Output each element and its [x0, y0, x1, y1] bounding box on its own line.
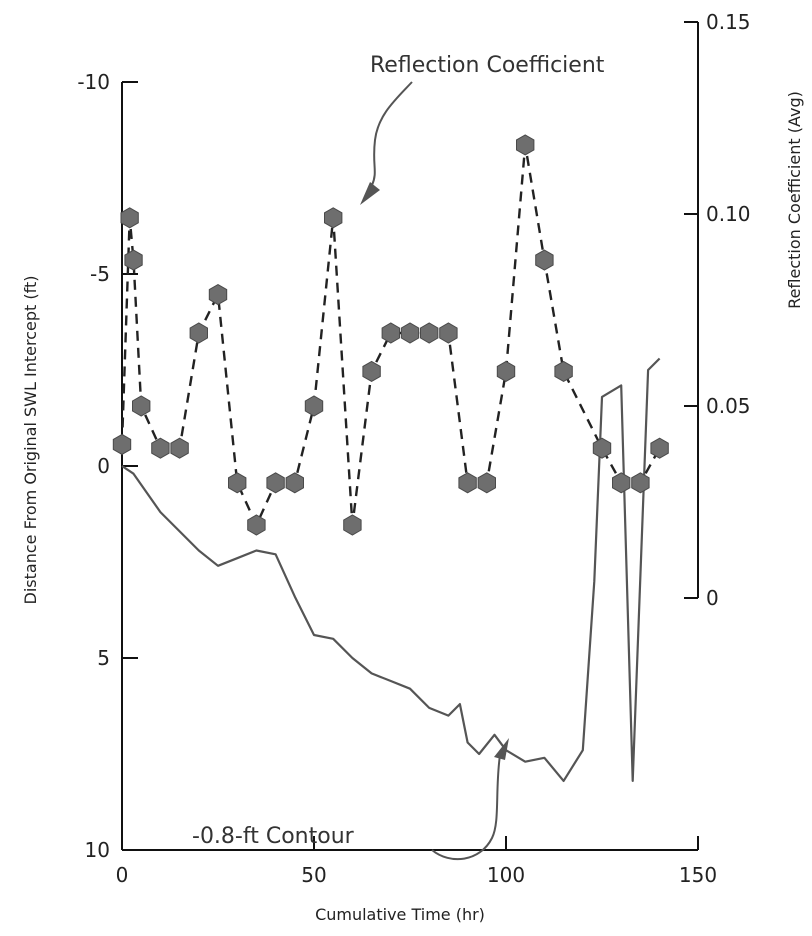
left-y-tick-label: -10 [77, 70, 110, 94]
left-y-axis-title: Distance From Original SWL Intercept (ft… [21, 276, 40, 605]
right-y-tick-label: 0 [706, 586, 719, 610]
contour-arrowhead [494, 738, 509, 760]
reflection-arrowhead [360, 182, 380, 205]
contour-annotation-arrow [431, 754, 501, 861]
tick-labels: 0 50 100 150 -10 -5 0 5 10 0.15 0.10 0.05 0 [77, 10, 750, 887]
x-tick-label: 150 [679, 863, 717, 887]
left-y-tick-label: 10 [85, 838, 110, 862]
reflection-point [151, 437, 170, 459]
reflection-point [554, 360, 573, 382]
reflection-point [266, 472, 285, 494]
reflection-point [208, 284, 228, 306]
reflection-point [343, 514, 362, 536]
reflection-point [112, 433, 132, 455]
reflection-point [120, 207, 139, 229]
reflection-point [477, 472, 496, 494]
reflection-point [247, 514, 266, 536]
reflection-point [516, 134, 535, 156]
reflection-point [362, 360, 381, 382]
reflection-point [592, 437, 612, 459]
series-layer [112, 134, 669, 783]
left-y-tick-label: -5 [90, 262, 110, 286]
reflection-point [170, 437, 189, 459]
reflection-point [324, 207, 343, 229]
x-tick-label: 50 [301, 863, 326, 887]
reflection-point [400, 322, 420, 344]
reflection-point [631, 472, 650, 494]
reflection-point [381, 322, 400, 344]
reflection-point [650, 437, 669, 459]
left-y-tick-label: 0 [97, 454, 110, 478]
reflection-point [496, 360, 516, 382]
reflection-point [420, 322, 439, 344]
right-y-tick-label: 0.15 [706, 10, 751, 34]
ticks [121, 21, 699, 851]
reflection-point [285, 472, 304, 494]
reflection-point [612, 472, 631, 494]
reflection-point [439, 322, 458, 344]
x-tick-label: 0 [116, 863, 129, 887]
x-tick-label: 100 [487, 863, 525, 887]
reflection-point [189, 322, 208, 344]
reflection-point [535, 249, 554, 271]
series-line-contour [121, 357, 661, 783]
reflection-point [124, 249, 143, 271]
left-y-tick-label: 5 [97, 646, 110, 670]
right-y-tick-label: 0.05 [706, 394, 751, 418]
axes [121, 22, 699, 851]
contour-annotation: -0.8-ft Contour [192, 824, 355, 849]
x-axis-title: Cumulative Time (hr) [315, 905, 485, 924]
right-y-tick-label: 0.10 [706, 202, 751, 226]
reflection-annotation: Reflection Coefficient [370, 53, 605, 78]
reflection-point [304, 395, 324, 417]
right-y-axis-title: Reflection Coefficient (Avg) [785, 91, 804, 309]
reflection-point [132, 395, 151, 417]
reflection-annotation-arrow [371, 81, 413, 186]
reflection-point [458, 472, 477, 494]
reflection-point [228, 472, 247, 494]
